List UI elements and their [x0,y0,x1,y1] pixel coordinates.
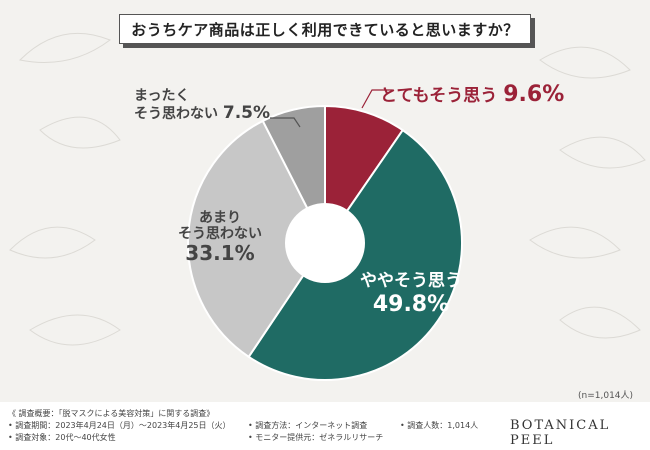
sample-size-note: (n=1,014人) [578,391,634,401]
label-disagree: あまり そう思わない 33.1% [175,210,265,265]
label-somewhat-agree: ややそう思う 49.8% [360,271,462,317]
footer-monitor: • モニター提供元：ゼネラルリサーチ [248,433,384,442]
footer-method: • 調査方法：インターネット調査 [248,421,368,430]
leader-line-red [361,89,392,109]
survey-footer: 《 調査概要：「脱マスクによる美容対策」に関する調査》 • 調査期間：2023年… [0,402,650,450]
donut-hole [285,203,365,283]
brand-logo: BOTANICAL PEEL [510,418,611,448]
label-somewhat-agree-pct: 49.8% [372,291,450,317]
label-disagree-pct: 33.1% [185,241,255,266]
footer-overview: 《 調査概要：「脱マスクによる美容対策」に関する調査》 [8,409,215,418]
pie-slice-3 [187,119,327,359]
label-strongly-disagree: まったく そう思わない 7.5% [134,88,270,124]
leader-line-gray [270,117,301,128]
label-strongly-agree-text: とてもそう思う [380,86,498,106]
footer-period: • 調査期間：2023年4月24日（月）〜2023年4月25日（火） [8,421,231,430]
label-strongly-disagree-line2: そう思わない [134,106,218,123]
label-strongly-agree: とてもそう思う 9.6% [380,82,564,107]
chart-title: おうちケア商品は正しく利用できていると思いますか？ [119,14,531,44]
label-strongly-disagree-line1: まったく [134,88,190,104]
footer-target: • 調査対象：20代〜40代女性 [8,433,116,442]
label-strongly-agree-pct: 9.6% [503,82,565,107]
footer-count: • 調査人数：1,014人 [400,421,479,430]
label-somewhat-agree-text: ややそう思う [360,271,462,291]
label-disagree-line1: あまり [199,210,241,226]
label-strongly-disagree-pct: 7.5% [222,103,271,124]
label-disagree-line2: そう思わない [178,226,262,243]
